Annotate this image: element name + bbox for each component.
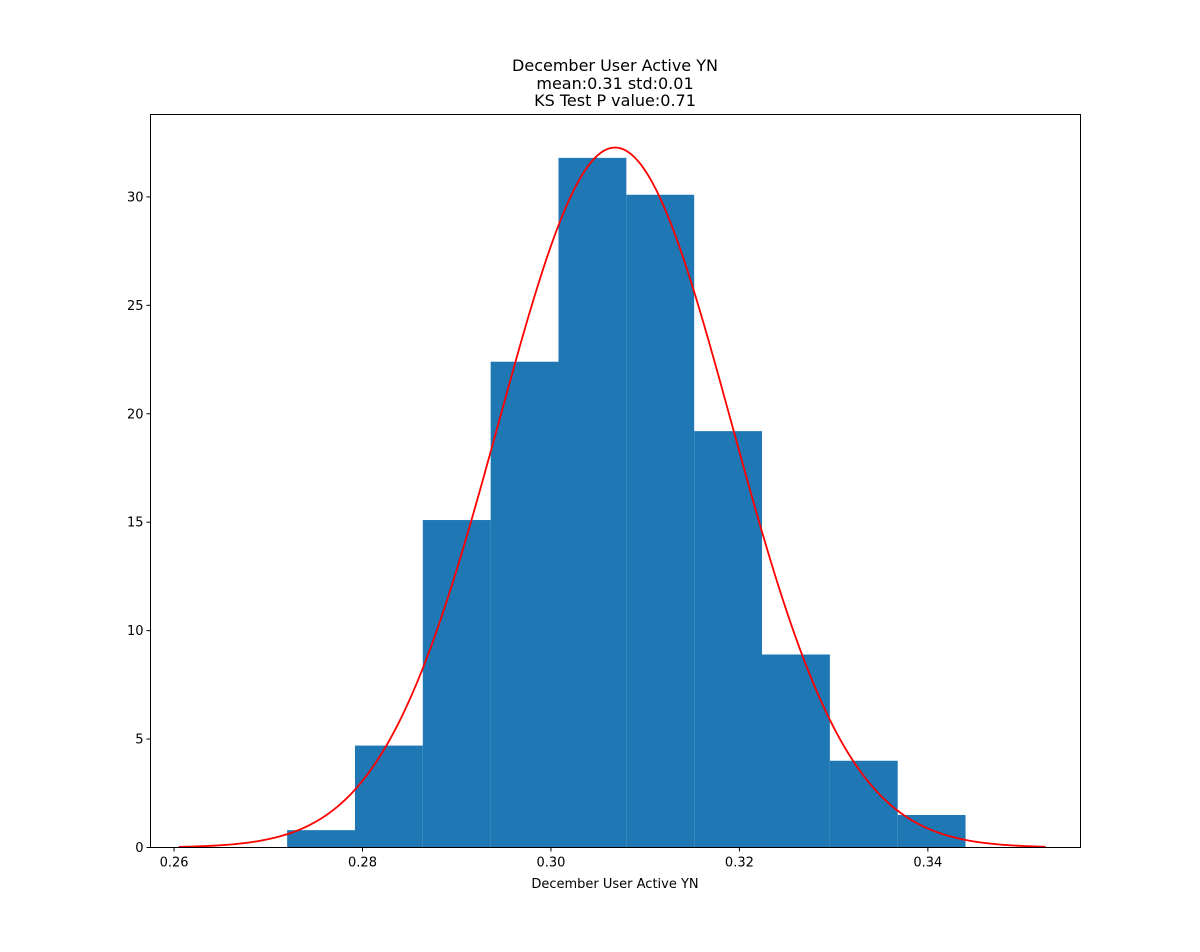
chart-subtitle-stats: mean:0.31 std:0.01	[536, 74, 693, 93]
y-tick-label: 5	[135, 733, 143, 748]
histogram-bar	[829, 760, 898, 848]
histogram-bar	[354, 745, 423, 848]
x-tick-label: 0.30	[536, 856, 565, 871]
x-axis-ticks: 0.26 0.28 0.30 0.32 0.34	[160, 847, 942, 871]
histogram-bar	[694, 431, 763, 848]
x-tick-label: 0.28	[348, 856, 377, 871]
y-tick-label: 30	[127, 190, 144, 205]
chart-title: December User Active YN mean:0.31 std:0.…	[512, 56, 718, 110]
histogram-bar	[762, 654, 830, 848]
y-axis-ticks: 0 5 10 15 20 25 30	[127, 190, 151, 856]
histogram-bar	[897, 814, 966, 848]
y-tick-label: 20	[127, 407, 144, 422]
x-tick-label: 0.34	[913, 856, 942, 871]
x-tick-label: 0.26	[160, 856, 189, 871]
chart-title-line: December User Active YN	[512, 56, 718, 75]
y-tick-label: 25	[127, 299, 144, 314]
chart-subtitle-ks-test: KS Test P value:0.71	[534, 91, 696, 110]
x-axis-label: December User Active YN	[531, 877, 698, 892]
normal-fit-curve	[178, 146, 1046, 848]
histogram-bar	[422, 520, 491, 848]
plot-area-frame	[150, 114, 1081, 848]
normal-fit-curve-group	[178, 146, 1046, 848]
y-tick-label: 10	[127, 624, 144, 639]
histogram-bar	[287, 830, 355, 848]
histogram-bar	[490, 361, 559, 848]
histogram-bar	[558, 157, 627, 848]
histogram-bars	[287, 157, 966, 848]
x-tick-label: 0.32	[725, 856, 754, 871]
y-tick-label: 15	[127, 516, 144, 531]
y-tick-label: 0	[135, 841, 143, 856]
histogram-bar	[626, 194, 695, 848]
